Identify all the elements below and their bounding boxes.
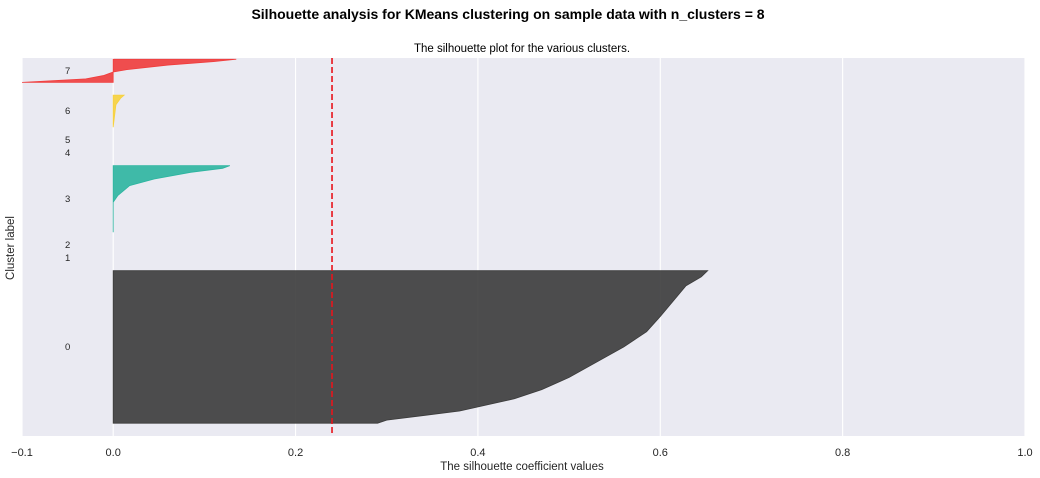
cluster-label-7: 7 bbox=[65, 66, 70, 77]
cluster-label-1: 1 bbox=[65, 253, 70, 264]
x-tick-label: −0.1 bbox=[11, 447, 33, 459]
x-tick-label: 0.0 bbox=[106, 447, 121, 459]
cluster-label-3: 3 bbox=[65, 194, 70, 205]
x-tick-label: 1.0 bbox=[1017, 447, 1032, 459]
cluster-label-6: 6 bbox=[65, 106, 70, 117]
x-tick-labels: −0.1 0.0 0.2 0.4 0.6 0.8 1.0 bbox=[11, 447, 1033, 459]
cluster-label-0: 0 bbox=[65, 342, 70, 353]
x-tick-label: 0.6 bbox=[653, 447, 668, 459]
y-axis-label: Cluster label bbox=[5, 216, 17, 280]
cluster-silhouettes bbox=[21, 58, 709, 424]
plot-subtitle: The silhouette plot for the various clus… bbox=[414, 43, 630, 55]
cluster-label-5: 5 bbox=[65, 135, 70, 146]
chart-title: Silhouette analysis for KMeans clusterin… bbox=[251, 6, 764, 22]
cluster-3-silhouette bbox=[112, 165, 231, 233]
cluster-7-silhouette bbox=[21, 58, 237, 83]
cluster-6-silhouette bbox=[112, 94, 126, 128]
x-tick-label: 0.4 bbox=[470, 447, 485, 459]
x-tick-label: 0.2 bbox=[288, 447, 303, 459]
x-axis-label: The silhouette coefficient values bbox=[440, 461, 604, 473]
x-tick-label: 0.8 bbox=[835, 447, 850, 459]
cluster-labels: 0 1 2 3 4 5 6 7 bbox=[65, 66, 70, 353]
cluster-0-silhouette bbox=[112, 270, 709, 424]
cluster-label-4: 4 bbox=[65, 148, 70, 159]
cluster-label-2: 2 bbox=[65, 240, 70, 251]
